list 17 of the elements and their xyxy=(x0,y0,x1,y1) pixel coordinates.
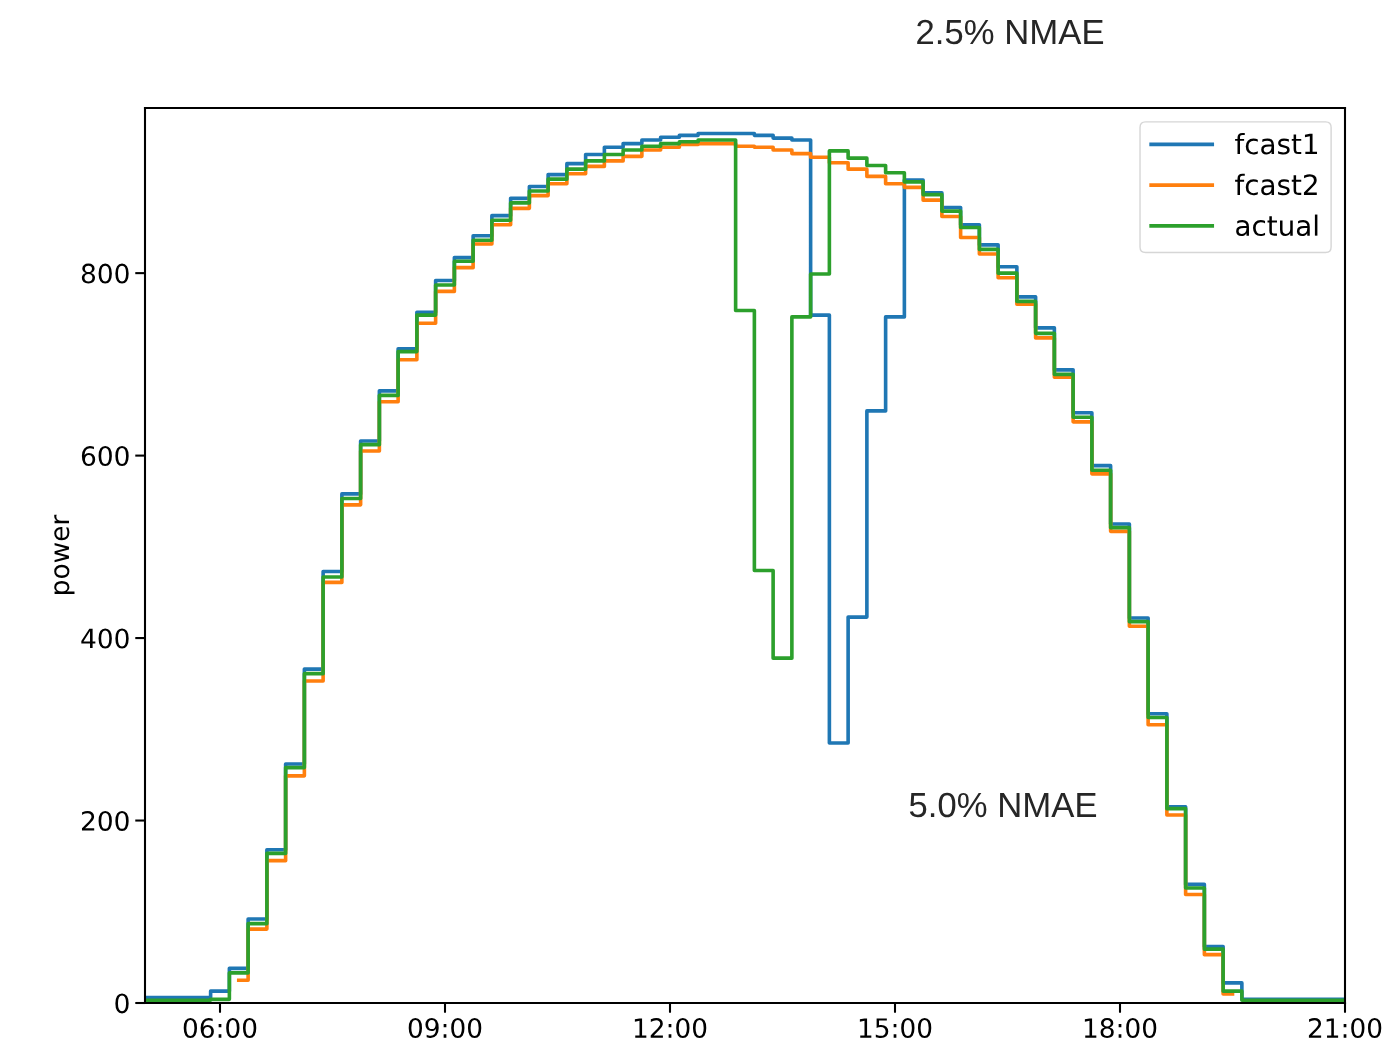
x-tick-label: 06:00 xyxy=(183,1018,257,1039)
y-tick-label: 0 xyxy=(115,993,129,1014)
y-tick-label: 600 xyxy=(81,446,129,466)
y-axis-title: power xyxy=(54,514,75,594)
y-tick-label: 200 xyxy=(81,810,129,831)
y-tick-label: 400 xyxy=(81,628,129,649)
legend-label: fcast1 xyxy=(1235,133,1318,155)
text: 2.5% NMAE xyxy=(917,19,1104,45)
x-tick-label: 12:00 xyxy=(634,1018,707,1039)
x-tick-label: 15:00 xyxy=(859,1018,932,1039)
legend-label: fcast2 xyxy=(1235,173,1317,196)
x-tick-label: 21:00 xyxy=(1308,1018,1382,1039)
y-tick-label: 800 xyxy=(81,263,129,284)
x-tick-label: 18:00 xyxy=(1084,1018,1157,1039)
x-tick-label: 09:00 xyxy=(408,1018,482,1039)
annotation: 5.0% NMAE xyxy=(909,792,1097,818)
legend-label: actual xyxy=(1236,214,1318,237)
